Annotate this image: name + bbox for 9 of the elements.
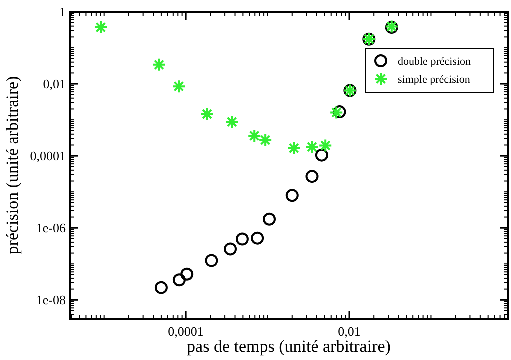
y-tick-label: 1e-08	[36, 292, 66, 308]
y-tick-label: 1e-06	[36, 220, 66, 236]
legend-label: double précision	[398, 56, 472, 68]
legend-label: simple précision	[398, 74, 471, 86]
x-axis-title: pas de temps (unité arbitraire)	[187, 337, 391, 356]
y-tick-label: 0,01	[43, 76, 66, 92]
y-tick-label: 1	[60, 4, 66, 20]
y-tick-label: 0,0001	[30, 148, 66, 164]
y-axis-title: précision (unité arbitraire)	[3, 76, 22, 255]
